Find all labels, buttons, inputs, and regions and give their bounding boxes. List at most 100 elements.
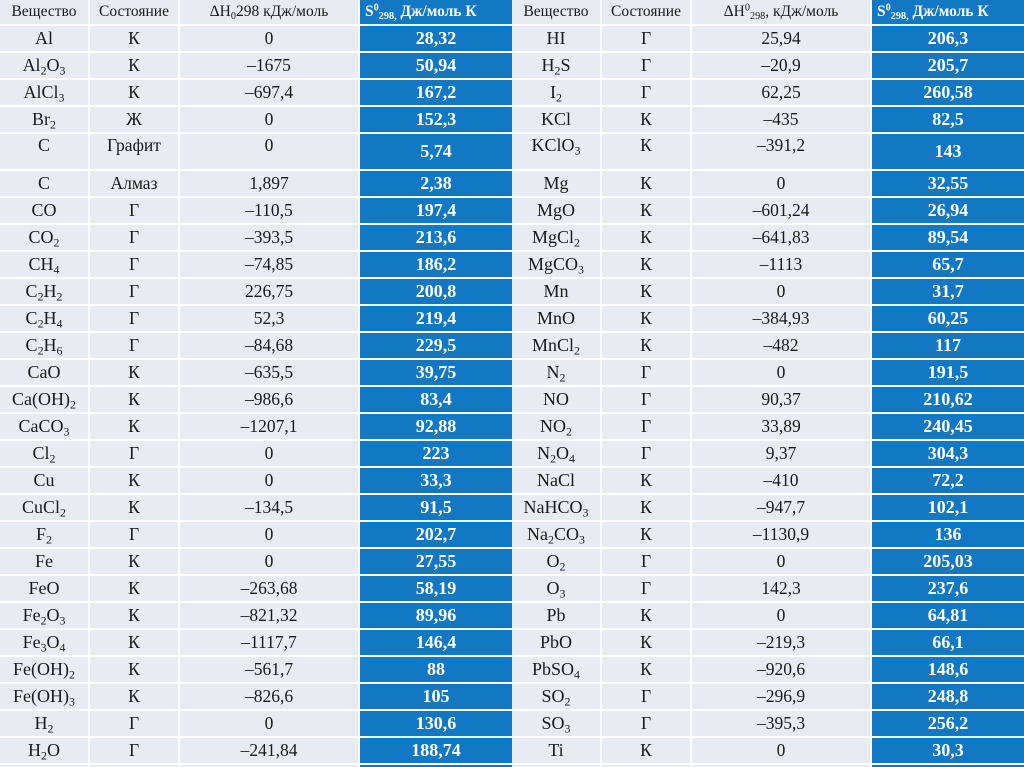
cell-substance: N2: [512, 359, 602, 387]
cell-substance: PbSO4: [512, 656, 602, 684]
cell-substance: HI: [512, 25, 602, 53]
table-header-left: Вещество Состояние ΔH0298 кДж/моль S0298…: [0, 0, 512, 26]
cell-state: К: [601, 332, 692, 360]
cell-substance: KCl: [512, 106, 602, 134]
cell-state: К: [89, 683, 180, 711]
table-row: Fe(OH)2 К –561,7 88: [0, 656, 512, 684]
cell-entropy: 148,6: [871, 656, 1024, 684]
cell-state: Г: [601, 440, 692, 468]
cell-substance: Ti: [512, 737, 602, 765]
table-row: CO Г –110,5 197,4: [0, 197, 512, 225]
cell-substance: Mn: [512, 278, 602, 306]
cell-substance: TiCl4: [512, 764, 602, 767]
cell-entropy: 240,45: [871, 413, 1024, 441]
cell-entropy: 31,7: [871, 278, 1024, 306]
cell-state: Г: [89, 305, 180, 333]
cell-entropy: 186,2: [359, 251, 512, 279]
cell-state: К: [601, 494, 692, 522]
cell-state: К: [89, 575, 180, 603]
cell-state: Ж: [89, 106, 180, 134]
cell-enthalpy: –241,84: [179, 737, 360, 765]
cell-enthalpy: –601,24: [691, 197, 872, 225]
table-row: O3 Г 142,3 237,6: [512, 575, 1024, 603]
cell-state: К: [89, 25, 180, 53]
column-header-enthalpy: ΔH0298 кДж/моль: [179, 0, 360, 26]
cell-entropy: 27,55: [359, 548, 512, 576]
table-row: Pb К 0 64,81: [512, 602, 1024, 630]
table-row: NO Г 90,37 210,62: [512, 386, 1024, 414]
cell-enthalpy: –697,4: [179, 79, 360, 107]
cell-enthalpy: 0: [691, 602, 872, 630]
cell-entropy: 32,55: [871, 170, 1024, 198]
cell-entropy: 30,3: [871, 737, 1024, 765]
cell-state: К: [89, 413, 180, 441]
cell-entropy: 143: [871, 133, 1024, 171]
cell-state: К: [601, 278, 692, 306]
cell-entropy: 197,4: [359, 197, 512, 225]
table-row: Fe2O3 К –821,32 89,96: [0, 602, 512, 630]
cell-substance: C: [0, 133, 90, 171]
column-header-entropy: S0298, Дж/моль К: [359, 0, 512, 26]
table-row: H2 Г 0 130,6: [0, 710, 512, 738]
cell-state: Г: [601, 386, 692, 414]
cell-enthalpy: –1113: [691, 251, 872, 279]
cell-entropy: 152,3: [359, 106, 512, 134]
cell-state: К: [601, 656, 692, 684]
cell-substance: Fe(OH)2: [0, 656, 90, 684]
cell-enthalpy: –482: [691, 332, 872, 360]
cell-enthalpy: –20,9: [691, 52, 872, 80]
cell-enthalpy: 33,89: [691, 413, 872, 441]
cell-state: Г: [601, 359, 692, 387]
table-row: C Алмаз 1,897 2,38: [0, 170, 512, 198]
cell-entropy: 210,62: [871, 386, 1024, 414]
cell-enthalpy: –435: [691, 106, 872, 134]
cell-entropy: 237,6: [871, 575, 1024, 603]
cell-substance: Br2: [0, 106, 90, 134]
cell-substance: Mg: [512, 170, 602, 198]
cell-state: Г: [601, 683, 692, 711]
cell-state: Г: [601, 52, 692, 80]
table-body-left: Al К 0 28,32 Al2O3 К –1675 50,94 AlCl3 К –697,4 167…: [0, 25, 512, 767]
table-body-right: HI Г 25,94 206,3 H2S Г –20,9 205,7 I2 Г 62,25 260,5…: [512, 25, 1024, 767]
cell-entropy: 223: [359, 440, 512, 468]
header-row: Вещество Состояние ΔH0298 кДж/моль S0298…: [0, 0, 512, 26]
table-row: Ca(OH)2 К –986,6 83,4: [0, 386, 512, 414]
cell-entropy: 146,4: [359, 629, 512, 657]
cell-enthalpy: 9,37: [691, 440, 872, 468]
cell-enthalpy: 0: [179, 710, 360, 738]
cell-enthalpy: –84,68: [179, 332, 360, 360]
cell-state: К: [601, 737, 692, 765]
cell-substance: CaO: [0, 359, 90, 387]
column-header-state: Состояние: [89, 0, 180, 26]
cell-enthalpy: 25,94: [691, 25, 872, 53]
cell-state: Г: [89, 440, 180, 468]
cell-enthalpy: –384,93: [691, 305, 872, 333]
thermodynamic-table-left: Вещество Состояние ΔH0298 кДж/моль S0298…: [0, 0, 512, 767]
cell-enthalpy: –1675: [179, 52, 360, 80]
cell-substance: NaCl: [512, 467, 602, 495]
cell-entropy: 2,38: [359, 170, 512, 198]
cell-substance: H2: [0, 710, 90, 738]
table-row: Fe(OH)3 К –826,6 105: [0, 683, 512, 711]
cell-substance: MgO: [512, 197, 602, 225]
cell-entropy: 65,7: [871, 251, 1024, 279]
cell-substance: O2: [512, 548, 602, 576]
cell-enthalpy: –635,5: [179, 359, 360, 387]
cell-entropy: 50,94: [359, 52, 512, 80]
cell-state: К: [89, 467, 180, 495]
cell-entropy: 102,1: [871, 494, 1024, 522]
cell-entropy: 66,1: [871, 629, 1024, 657]
table-row: C2H2 Г 226,75 200,8: [0, 278, 512, 306]
cell-enthalpy: 0: [179, 133, 360, 171]
cell-state: Г: [89, 278, 180, 306]
table-row: SO2 Г –296,9 248,8: [512, 683, 1024, 711]
cell-state: К: [601, 521, 692, 549]
cell-substance: NO: [512, 386, 602, 414]
cell-entropy: 205,03: [871, 548, 1024, 576]
cell-substance: F2: [0, 521, 90, 549]
cell-state: К: [601, 197, 692, 225]
cell-enthalpy: 142,3: [691, 575, 872, 603]
cell-substance: NO2: [512, 413, 602, 441]
cell-substance: C2H6: [0, 332, 90, 360]
